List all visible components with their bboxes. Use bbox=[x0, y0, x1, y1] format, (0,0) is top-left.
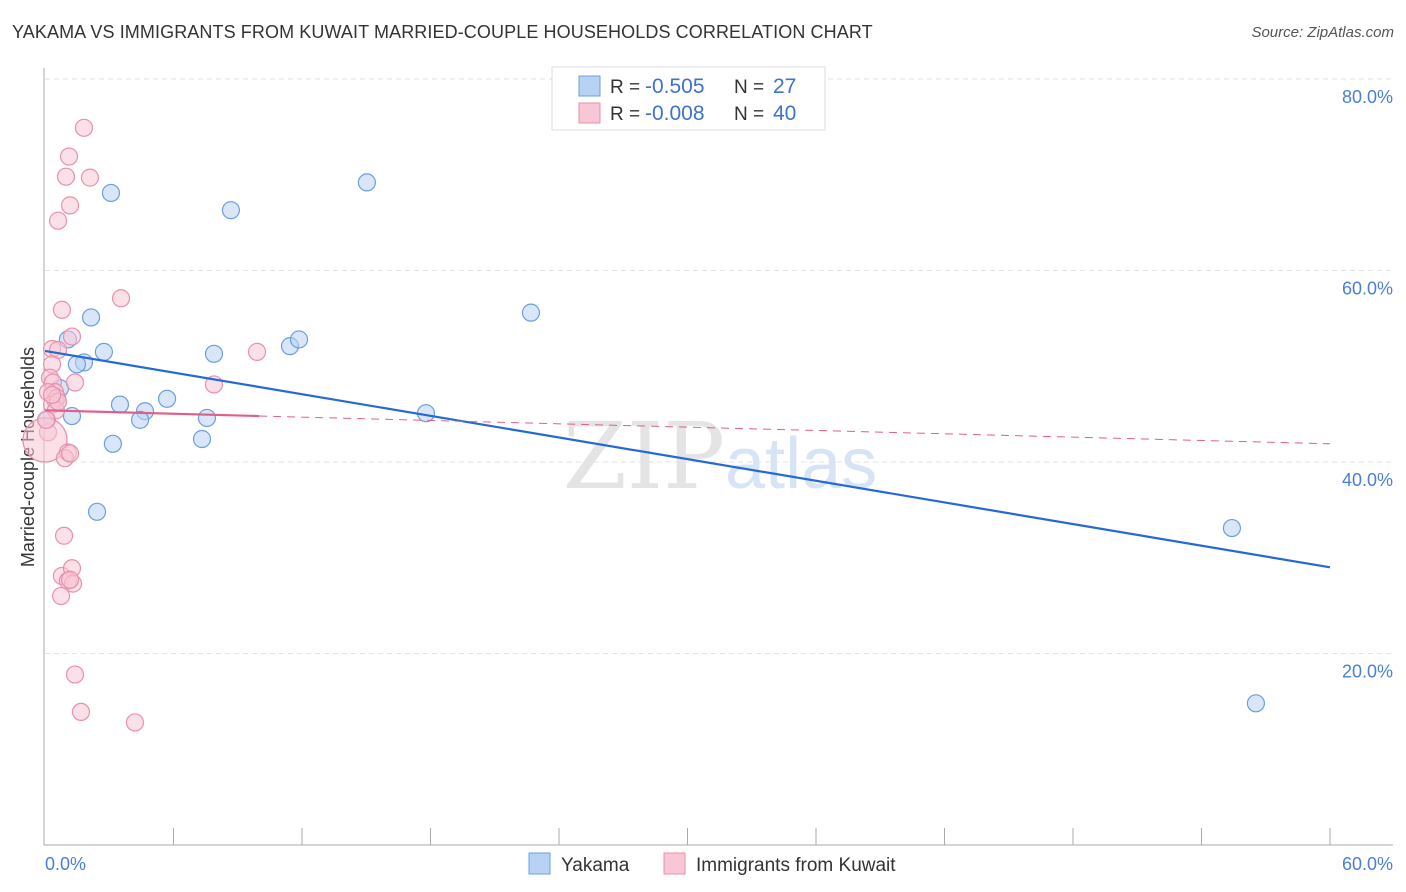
legend-swatch bbox=[578, 75, 601, 97]
data-point-yakama bbox=[94, 342, 113, 361]
y-tick-label: 80.0% bbox=[1342, 87, 1393, 107]
data-point-yakama bbox=[157, 389, 177, 408]
data-point-kuwait bbox=[247, 342, 267, 361]
watermark: ZIPatlas bbox=[563, 403, 877, 510]
y-axis-label: Married-couple Households bbox=[18, 347, 38, 567]
data-point-kuwait bbox=[65, 373, 85, 392]
data-point-yakama bbox=[192, 429, 212, 449]
legend-r-label: R = bbox=[610, 77, 640, 98]
data-point-kuwait bbox=[111, 289, 131, 308]
data-point-kuwait bbox=[36, 410, 56, 429]
data-point-kuwait bbox=[52, 300, 72, 319]
x-tick-label: 60.0% bbox=[1342, 854, 1393, 874]
data-point-kuwait bbox=[60, 570, 80, 589]
data-point-yakama bbox=[289, 330, 309, 349]
data-point-yakama bbox=[197, 408, 217, 428]
data-point-kuwait bbox=[42, 385, 62, 405]
data-point-kuwait bbox=[54, 526, 74, 545]
legend-swatch bbox=[663, 852, 686, 875]
y-tick-label: 20.0% bbox=[1342, 662, 1393, 682]
data-point-kuwait bbox=[125, 713, 145, 732]
data-point-kuwait bbox=[80, 168, 100, 187]
data-point-yakama bbox=[81, 308, 101, 327]
data-point-kuwait bbox=[65, 665, 85, 684]
legend-swatch bbox=[578, 102, 601, 124]
data-point-kuwait bbox=[56, 167, 76, 186]
legend-r-value: -0.008 bbox=[645, 102, 705, 125]
data-point-kuwait bbox=[48, 211, 68, 230]
legend-swatch bbox=[528, 852, 551, 875]
legend-series-label: Yakama bbox=[561, 855, 630, 876]
y-tick-label: 60.0% bbox=[1342, 279, 1393, 299]
data-point-kuwait bbox=[60, 196, 80, 215]
data-point-yakama bbox=[130, 410, 150, 429]
data-point-kuwait bbox=[74, 118, 94, 137]
legend-n-value: 27 bbox=[773, 75, 796, 98]
trend-line-extension bbox=[259, 415, 1331, 445]
data-point-yakama bbox=[103, 434, 122, 453]
trend-line-kuwait bbox=[44, 409, 260, 418]
data-point-kuwait bbox=[62, 327, 82, 346]
data-point-yakama bbox=[1246, 694, 1265, 713]
data-point-yakama bbox=[110, 395, 130, 414]
data-point-yakama bbox=[101, 183, 121, 203]
data-point-kuwait bbox=[51, 586, 71, 606]
legend-r-value: -0.505 bbox=[645, 75, 705, 98]
data-point-yakama bbox=[221, 201, 240, 220]
y-tick-label: 40.0% bbox=[1342, 470, 1393, 490]
data-point-yakama bbox=[204, 344, 224, 363]
trend-line-yakama bbox=[44, 349, 1331, 569]
source-label: Source: ZipAtlas.com bbox=[1251, 24, 1394, 41]
legend-n-value: 40 bbox=[773, 102, 796, 125]
data-point-kuwait bbox=[71, 702, 91, 722]
chart-title: YAKAMA VS IMMIGRANTS FROM KUWAIT MARRIED… bbox=[12, 22, 873, 42]
legend-r-label: R = bbox=[610, 104, 640, 125]
data-point-yakama bbox=[521, 303, 541, 322]
data-point-yakama bbox=[357, 173, 376, 192]
legend-n-label: N = bbox=[734, 104, 764, 125]
x-tick-label: 0.0% bbox=[45, 854, 86, 874]
data-point-yakama bbox=[1222, 518, 1242, 538]
data-point-kuwait bbox=[59, 147, 79, 166]
legend-series-label: Immigrants from Kuwait bbox=[696, 855, 896, 876]
legend-n-label: N = bbox=[734, 77, 764, 98]
data-point-yakama bbox=[87, 502, 107, 521]
data-point-kuwait bbox=[60, 444, 80, 463]
